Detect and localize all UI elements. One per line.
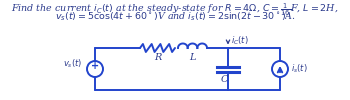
Text: $v_s(t) = 5\cos(4t + 60^\circ)$V and $i_s(t) = 2\sin(2t - 30^\circ)$A.: $v_s(t) = 5\cos(4t + 60^\circ)$V and $i_… — [55, 10, 295, 23]
Text: $v_s(t)$: $v_s(t)$ — [63, 58, 82, 70]
Text: +: + — [91, 61, 99, 71]
Text: C: C — [220, 74, 228, 84]
Text: L: L — [189, 53, 196, 62]
Text: Find the current $i_C(t)$ at the steady-state for $R = 4\Omega$, $C = \frac{1}{1: Find the current $i_C(t)$ at the steady-… — [11, 1, 339, 18]
Text: R: R — [154, 53, 161, 62]
Text: $i_s(t)$: $i_s(t)$ — [291, 63, 308, 75]
Text: $i_C(t)$: $i_C(t)$ — [231, 35, 249, 47]
